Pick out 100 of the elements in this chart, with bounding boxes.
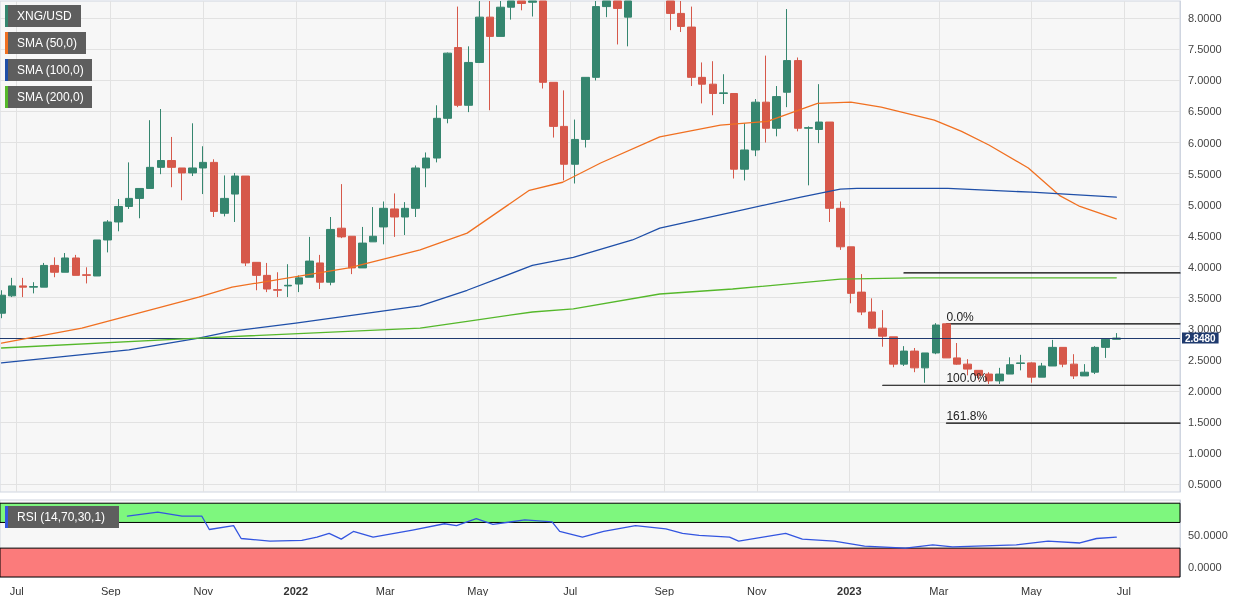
candlestick: [19, 277, 27, 298]
candlestick: [252, 261, 261, 291]
annotation: 100.0%: [946, 371, 988, 386]
candlestick: [507, 0, 515, 21]
candlestick: [847, 246, 855, 304]
candlestick: [783, 8, 791, 108]
candlestick: [932, 322, 940, 355]
y-tick-label: 2.5000: [1188, 353, 1222, 366]
y-tick-label: 6.5000: [1188, 105, 1222, 118]
candlestick: [889, 336, 898, 368]
candlestick: [868, 297, 876, 330]
candlestick: [1070, 353, 1078, 380]
candlestick: [103, 219, 112, 253]
candlestick: [379, 201, 388, 245]
y-tick-label: 50.0000: [1188, 529, 1228, 542]
x-tick-label: Sep: [100, 584, 121, 596]
candlestick: [433, 104, 441, 163]
candlestick: [1048, 339, 1057, 367]
candlestick: [411, 164, 420, 218]
candlestick: [422, 151, 430, 188]
candlestick: [50, 256, 59, 278]
candlestick: [953, 342, 961, 366]
candlestick: [146, 119, 154, 189]
candlestick: [496, 0, 505, 37]
candlestick: [942, 323, 951, 359]
y-tick-label: 7.5000: [1188, 43, 1222, 56]
y-tick-label: 1.5000: [1188, 415, 1222, 428]
line-series: [0, 187, 1117, 364]
candlestick: [199, 145, 207, 195]
candlestick: [1006, 356, 1014, 375]
candlestick: [815, 83, 823, 144]
candlestick: [125, 161, 133, 210]
candlestick: [985, 371, 993, 385]
candlestick: [517, 0, 526, 11]
candlestick: [486, 0, 494, 111]
candlestick: [135, 187, 144, 219]
candlestick: [624, 0, 632, 47]
x-tick-label: 2022: [283, 584, 308, 596]
candlestick: [72, 254, 80, 276]
candlestick: [178, 167, 186, 201]
candlestick: [1101, 337, 1110, 359]
candlestick: [231, 172, 239, 223]
candlestick: [348, 235, 356, 275]
candlestick: [687, 6, 696, 87]
line-series: [0, 277, 1117, 349]
x-tick-label: Jul: [9, 584, 24, 596]
candlestick: [1027, 361, 1036, 384]
candlestick: [666, 0, 675, 31]
candlestick: [910, 347, 919, 373]
candlestick: [241, 175, 250, 267]
y-tick-label: 3.0000: [1188, 322, 1222, 335]
candlestick: [1080, 363, 1089, 377]
y-tick-label: 8.0000: [1188, 12, 1222, 25]
candlestick: [114, 198, 123, 232]
candlestick: [401, 201, 409, 236]
ref-line-label: 2.8480: [1185, 332, 1217, 344]
candlestick: [921, 352, 929, 384]
candlestick: [29, 281, 38, 294]
candlestick: [295, 274, 303, 293]
candlestick: [337, 183, 346, 239]
y-tick-label: 2.0000: [1188, 384, 1222, 397]
y-tick-label: 0.5000: [1188, 477, 1222, 490]
candlestick: [602, 0, 611, 18]
candlestick: [528, 0, 537, 18]
candlestick: [157, 108, 165, 175]
x-tick-label: Jul: [563, 584, 578, 596]
candlestick: [549, 81, 558, 139]
x-tick-label: May: [467, 584, 489, 596]
candlestick: [581, 76, 590, 148]
candlestick: [571, 119, 579, 184]
y-tick-label: 4.5000: [1188, 229, 1222, 242]
y-tick-label: 1.0000: [1188, 446, 1222, 459]
candlestick: [900, 345, 908, 367]
candlestick: [358, 226, 367, 269]
candlestick: [539, 0, 547, 90]
candlestick: [443, 52, 452, 124]
candlestick: [730, 92, 738, 180]
candlestick: [1016, 354, 1025, 371]
candlestick: [464, 45, 473, 113]
candlestick: [475, 0, 484, 64]
candlestick: [592, 0, 600, 81]
legend-label: RSI (14,70,30,1): [17, 510, 106, 524]
legend-label: XNG/USD: [17, 9, 73, 23]
x-tick-label: May: [1020, 584, 1043, 596]
candlestick: [326, 216, 335, 286]
candlestick: [93, 239, 101, 277]
x-tick-label: Nov: [193, 584, 214, 596]
candlestick: [454, 6, 462, 108]
y-tick-label: 4.0000: [1188, 260, 1222, 273]
legend-label: SMA (100,0): [17, 63, 84, 77]
candlestick: [751, 98, 760, 157]
candlestick: [825, 121, 834, 223]
candlestick: [305, 236, 314, 278]
candlestick: [836, 201, 845, 251]
candlestick: [210, 158, 218, 218]
candlestick: [560, 89, 568, 181]
annotation: 0.0%: [946, 309, 975, 324]
y-tick-label: 5.5000: [1188, 167, 1222, 180]
annotation: 161.8%: [946, 409, 988, 424]
candlestick: [698, 61, 706, 104]
